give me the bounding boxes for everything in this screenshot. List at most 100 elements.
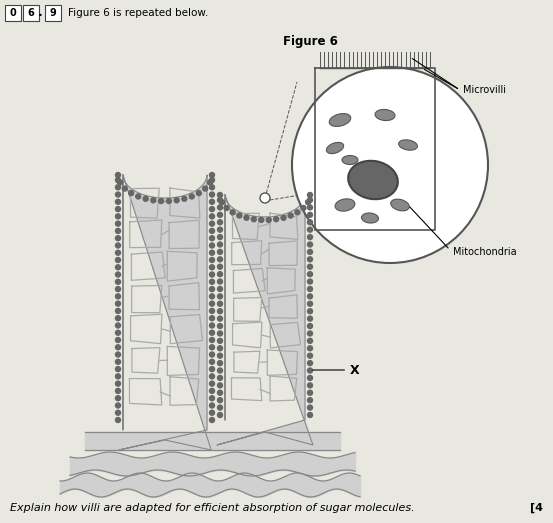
Circle shape [116, 403, 121, 408]
Circle shape [116, 309, 121, 313]
Ellipse shape [326, 142, 343, 154]
Circle shape [307, 235, 312, 240]
Circle shape [189, 194, 194, 199]
Circle shape [217, 192, 222, 198]
Circle shape [266, 218, 271, 222]
Circle shape [210, 272, 215, 277]
Circle shape [217, 405, 222, 410]
Circle shape [116, 316, 121, 321]
FancyBboxPatch shape [23, 5, 39, 20]
Circle shape [217, 249, 222, 254]
Circle shape [210, 236, 215, 241]
Circle shape [259, 218, 264, 222]
Circle shape [116, 214, 121, 219]
Circle shape [210, 199, 215, 204]
Text: Explain how villi are adapted for efficient absorption of sugar molecules.: Explain how villi are adapted for effici… [10, 503, 415, 513]
Text: Figure 6: Figure 6 [283, 36, 337, 49]
Circle shape [307, 212, 312, 218]
Circle shape [210, 403, 215, 408]
Ellipse shape [342, 155, 358, 165]
Circle shape [217, 294, 222, 299]
Circle shape [116, 396, 121, 401]
Circle shape [307, 331, 312, 336]
Circle shape [251, 217, 257, 222]
Text: Mitochondria: Mitochondria [453, 247, 517, 257]
Circle shape [307, 338, 312, 344]
Circle shape [217, 346, 222, 351]
Circle shape [217, 331, 222, 336]
Circle shape [307, 383, 312, 388]
Circle shape [116, 287, 121, 292]
Circle shape [210, 229, 215, 233]
Circle shape [116, 367, 121, 371]
Circle shape [116, 301, 121, 306]
Circle shape [307, 271, 312, 277]
Circle shape [143, 196, 148, 201]
Circle shape [307, 360, 312, 366]
Circle shape [295, 210, 300, 215]
Circle shape [116, 359, 121, 365]
Circle shape [210, 367, 215, 371]
Circle shape [307, 413, 312, 417]
Circle shape [307, 309, 312, 314]
Circle shape [217, 198, 222, 202]
Circle shape [307, 198, 312, 202]
Circle shape [217, 271, 222, 277]
Circle shape [210, 177, 215, 183]
Circle shape [116, 221, 121, 226]
Text: 9: 9 [49, 8, 56, 18]
Circle shape [217, 235, 222, 240]
Ellipse shape [348, 161, 398, 199]
Circle shape [307, 294, 312, 299]
Circle shape [116, 185, 121, 190]
Circle shape [307, 405, 312, 410]
Circle shape [116, 374, 121, 379]
Circle shape [116, 207, 121, 212]
Circle shape [217, 338, 222, 344]
Ellipse shape [399, 140, 418, 150]
Circle shape [217, 353, 222, 358]
Circle shape [116, 337, 121, 343]
Circle shape [116, 272, 121, 277]
Circle shape [281, 215, 286, 220]
Circle shape [210, 396, 215, 401]
Circle shape [210, 279, 215, 285]
Circle shape [116, 229, 121, 233]
Circle shape [116, 323, 121, 328]
Circle shape [210, 345, 215, 350]
Circle shape [116, 417, 121, 423]
Circle shape [210, 173, 215, 177]
Circle shape [210, 257, 215, 263]
Circle shape [237, 213, 242, 218]
Circle shape [217, 257, 222, 262]
Circle shape [260, 193, 270, 203]
Circle shape [210, 250, 215, 255]
Circle shape [217, 220, 222, 225]
FancyBboxPatch shape [4, 5, 20, 20]
Circle shape [307, 397, 312, 403]
Ellipse shape [335, 199, 355, 211]
Circle shape [116, 192, 121, 197]
Circle shape [307, 220, 312, 225]
Circle shape [210, 192, 215, 197]
Circle shape [116, 236, 121, 241]
Circle shape [210, 323, 215, 328]
Circle shape [307, 249, 312, 254]
Circle shape [217, 227, 222, 232]
Circle shape [217, 390, 222, 395]
Circle shape [307, 316, 312, 321]
Polygon shape [217, 195, 313, 445]
FancyBboxPatch shape [44, 5, 60, 20]
Circle shape [307, 287, 312, 291]
Circle shape [301, 206, 306, 210]
Circle shape [210, 337, 215, 343]
Circle shape [217, 205, 222, 210]
Circle shape [207, 180, 212, 185]
Circle shape [217, 242, 222, 247]
Circle shape [217, 264, 222, 269]
Circle shape [307, 324, 312, 328]
Circle shape [196, 190, 201, 196]
Circle shape [122, 186, 127, 191]
Ellipse shape [391, 199, 409, 211]
Circle shape [217, 309, 222, 314]
